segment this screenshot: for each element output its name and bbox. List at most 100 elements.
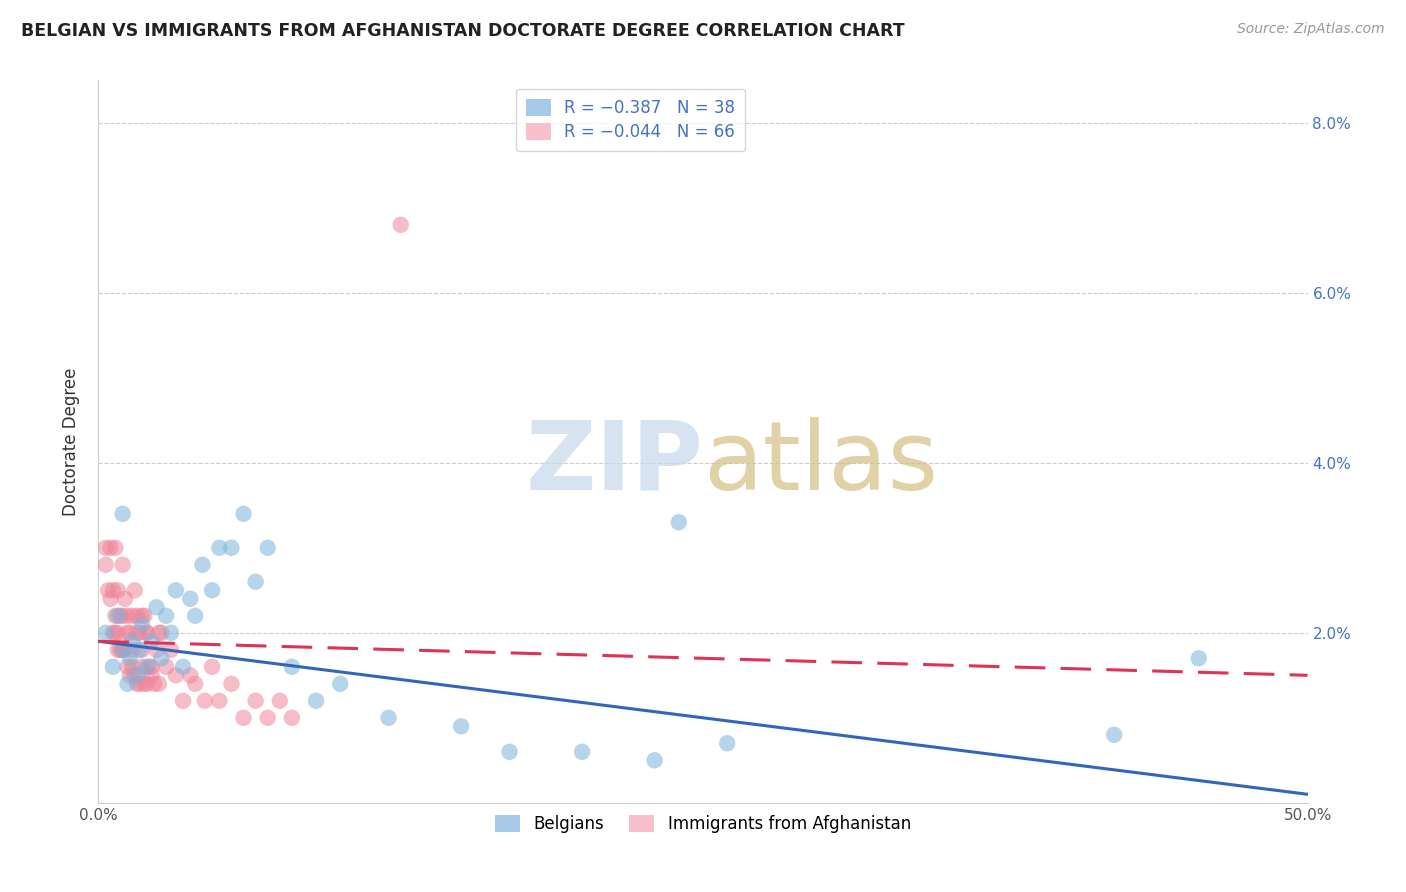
Point (269, 694, 291, 708)
Point (377, 711, 399, 725)
Point (118, 625, 141, 640)
Point (117, 625, 139, 640)
Point (128, 677, 150, 691)
Point (124, 668, 146, 682)
Point (117, 608, 139, 623)
Point (128, 625, 150, 640)
Point (281, 711, 304, 725)
Point (329, 677, 352, 691)
Point (128, 642, 150, 657)
Point (155, 608, 177, 623)
Point (179, 591, 201, 606)
Point (131, 608, 153, 623)
Point (135, 625, 157, 640)
Point (148, 677, 170, 691)
Point (94, 541, 117, 555)
Point (104, 608, 127, 623)
Point (498, 745, 520, 759)
Point (135, 625, 157, 640)
Point (100, 541, 122, 555)
Point (644, 753, 666, 767)
Point (131, 642, 153, 657)
Point (101, 660, 124, 674)
Point (127, 677, 149, 691)
Point (127, 608, 149, 623)
Point (107, 583, 129, 598)
Point (114, 591, 136, 606)
Point (160, 642, 183, 657)
Point (141, 660, 163, 674)
Point (148, 625, 170, 640)
Point (232, 507, 254, 521)
Point (172, 660, 194, 674)
Point (134, 677, 156, 691)
Point (232, 711, 254, 725)
Point (131, 617, 153, 632)
Text: BELGIAN VS IMMIGRANTS FROM AFGHANISTAN DOCTORATE DEGREE CORRELATION CHART: BELGIAN VS IMMIGRANTS FROM AFGHANISTAN D… (21, 22, 904, 40)
Point (111, 642, 134, 657)
Point (179, 668, 201, 682)
Point (141, 634, 163, 648)
Point (221, 541, 243, 555)
Point (155, 660, 177, 674)
Point (108, 642, 131, 657)
Point (201, 583, 224, 598)
Point (141, 668, 163, 682)
Point (389, 218, 412, 232)
Point (571, 745, 593, 759)
Point (127, 625, 149, 640)
Point (143, 677, 166, 691)
Point (184, 677, 207, 691)
Point (145, 642, 167, 657)
Point (108, 608, 131, 623)
Point (194, 694, 217, 708)
Point (111, 558, 134, 572)
Point (107, 625, 129, 640)
Point (172, 694, 194, 708)
Point (281, 660, 304, 674)
Point (256, 541, 278, 555)
Point (104, 541, 127, 555)
Point (1102, 728, 1125, 742)
Point (121, 642, 143, 657)
Point (97, 583, 120, 598)
Point (94, 625, 117, 640)
Point (114, 642, 136, 657)
Point (121, 660, 143, 674)
Text: Source: ZipAtlas.com: Source: ZipAtlas.com (1237, 22, 1385, 37)
Point (101, 583, 124, 598)
Text: ZIP: ZIP (524, 417, 703, 509)
Point (131, 660, 153, 674)
Point (160, 625, 183, 640)
Point (117, 677, 139, 691)
Point (107, 642, 129, 657)
Point (305, 694, 328, 708)
Point (184, 608, 207, 623)
Point (165, 668, 187, 682)
Point (134, 608, 156, 623)
Point (256, 711, 278, 725)
Point (100, 591, 122, 606)
Point (245, 574, 267, 589)
Point (135, 660, 157, 674)
Point (208, 541, 231, 555)
Point (150, 625, 173, 640)
Point (121, 608, 143, 623)
Y-axis label: Doctorate Degree: Doctorate Degree (62, 368, 80, 516)
Point (111, 608, 134, 623)
Point (101, 625, 124, 640)
Point (145, 600, 167, 615)
Point (118, 651, 141, 665)
Point (94, 558, 117, 572)
Point (191, 558, 214, 572)
Point (104, 625, 127, 640)
Point (221, 677, 243, 691)
Point (245, 694, 267, 708)
Point (138, 660, 160, 674)
Point (668, 516, 690, 530)
Point (165, 583, 187, 598)
Point (1188, 651, 1211, 665)
Point (117, 660, 139, 674)
Point (150, 651, 173, 665)
Text: atlas: atlas (703, 417, 938, 509)
